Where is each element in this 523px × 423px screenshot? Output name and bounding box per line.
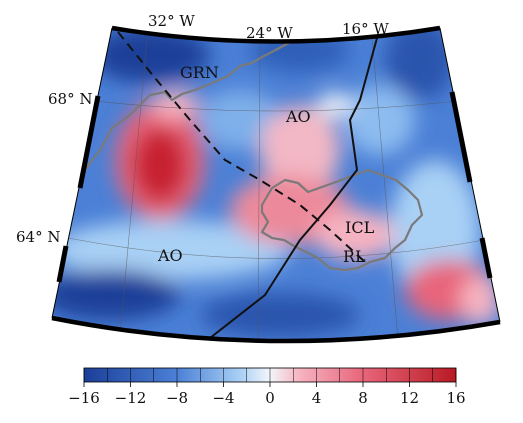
greenland-coast — [84, 39, 296, 171]
region-label-icl: ICL — [345, 218, 375, 237]
lat-label: 64° N — [16, 228, 60, 246]
colorbar-tick-label: −12 — [115, 389, 147, 407]
colorbar-tick-label: 12 — [400, 389, 419, 407]
map-frame — [51, 25, 501, 344]
anomaly-field — [52, 28, 500, 342]
ridge-line — [209, 37, 378, 339]
lon-label: 24° W — [246, 24, 293, 42]
region-label-grn: GRN — [180, 63, 219, 82]
tracks — [117, 31, 378, 339]
colorbar-tick-label: 8 — [358, 389, 368, 407]
latitude-labels: 68° N 64° N — [16, 90, 92, 246]
dashed-track — [117, 31, 366, 263]
colorbar-major-ticks — [83, 382, 457, 387]
region-labels: GRN AO AO ICL RL — [157, 63, 375, 266]
colorbar-tick-label: −4 — [212, 389, 234, 407]
lat-label: 68° N — [48, 90, 92, 108]
colorbar-tick-labels: −16 −12 −8 −4 0 4 8 12 16 — [68, 389, 465, 407]
lon-label: 32° W — [148, 12, 195, 30]
iceland-coast — [260, 168, 424, 272]
longitude-labels: 32° W 24° W 16° W — [148, 12, 389, 42]
colorbar-tick-label: 4 — [312, 389, 322, 407]
graticule — [67, 28, 485, 342]
colorbar-tick-label: 0 — [265, 389, 275, 407]
colorbar: −16 −12 −8 −4 0 4 8 12 16 — [68, 367, 466, 407]
region-label-rl: RL — [343, 247, 366, 266]
region-label-ao-south: AO — [157, 246, 183, 265]
region-label-ao-north: AO — [285, 107, 311, 126]
colorbar-tick-label: −16 — [68, 389, 100, 407]
lon-label: 16° W — [342, 20, 389, 38]
coastlines — [84, 39, 424, 272]
colorbar-tick-label: 16 — [446, 389, 465, 407]
colorbar-minor-ticks — [83, 368, 457, 382]
colorbar-tick-label: −8 — [166, 389, 188, 407]
